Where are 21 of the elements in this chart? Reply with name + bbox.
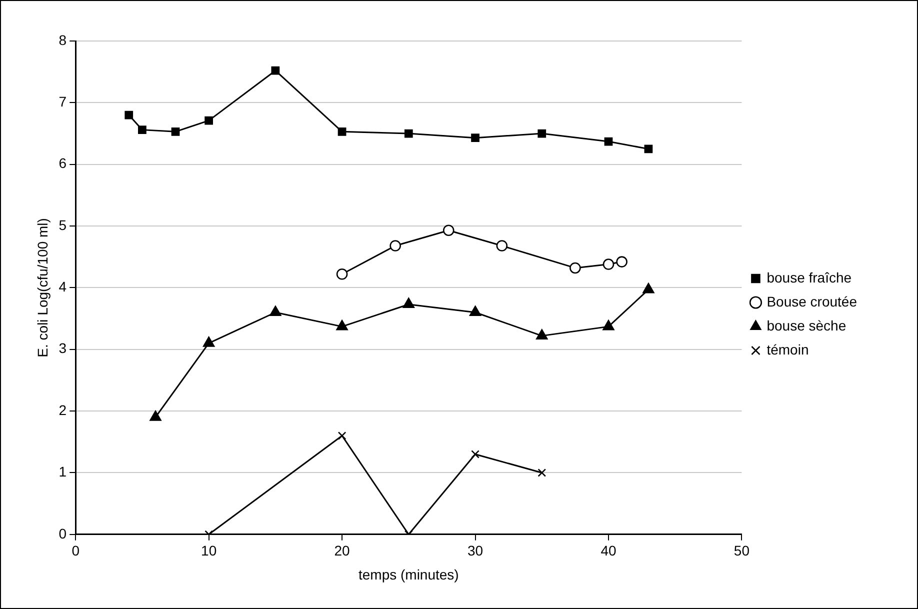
y-tick-label: 7	[58, 94, 67, 110]
x-tick-label: 10	[201, 542, 217, 559]
y-axis-title: E. coli Log(cfu/100 ml)	[34, 218, 50, 358]
x-tick-label: 30	[467, 542, 484, 559]
legend-label: bouse fraîche	[766, 269, 852, 286]
x-tick-label: 20	[334, 542, 350, 559]
y-tick-label: 3	[58, 340, 67, 356]
legend-label: bouse sèche	[766, 317, 846, 334]
legend-label: Bouse croutée	[766, 293, 858, 310]
y-tick-label: 2	[58, 402, 67, 418]
legend-label: témoin	[766, 341, 809, 358]
x-tick-label: 40	[600, 542, 616, 559]
y-tick-label: 0	[58, 525, 67, 542]
x-axis-title: temps (minutes)	[358, 566, 459, 582]
x-tick-label: 50	[734, 542, 750, 559]
y-tick-label: 5	[58, 216, 67, 233]
y-tick-label: 4	[58, 278, 67, 295]
y-tick-label: 8	[58, 32, 67, 48]
y-tick-label: 6	[58, 155, 67, 172]
y-tick-label: 1	[58, 464, 67, 480]
x-tick-label: 0	[72, 542, 80, 559]
